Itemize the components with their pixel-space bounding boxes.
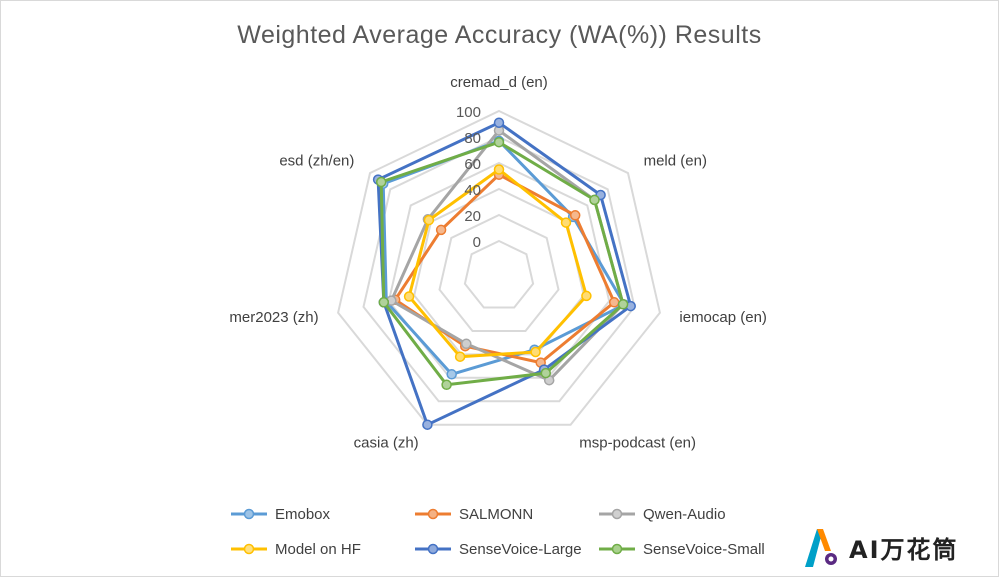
series-line-model-on-hf <box>407 168 588 359</box>
series-line-sensevoice-large <box>376 121 633 427</box>
data-point-sensevoice-large-4 <box>422 419 433 430</box>
axis-label: casia (zh) <box>354 435 419 452</box>
data-point-sensevoice-small-2 <box>617 299 629 310</box>
watermark-logo-icon <box>805 529 837 567</box>
radar-axis-labels: cremad_d (en) meld (en) iemocap (en) msp-po… <box>229 74 767 452</box>
axis-label: mer2023 (zh) <box>229 309 318 326</box>
watermark: AI万花筒 <box>801 521 996 573</box>
data-point-sensevoice-small-4 <box>441 379 452 391</box>
data-point-salmonn-6 <box>435 224 447 236</box>
axis-label: meld (en) <box>644 153 707 170</box>
radar-ticks: 0 20 40 60 80 100 <box>456 104 481 251</box>
data-point-salmonn-1 <box>569 210 581 221</box>
axis-label: cremad_d (en) <box>450 74 548 91</box>
data-point-emobox-4 <box>446 369 457 380</box>
data-point-sensevoice-small-6 <box>375 176 387 188</box>
axis-label: esd (zh/en) <box>279 153 354 170</box>
radar-series <box>372 117 636 430</box>
data-point-qwen-audio-4 <box>461 338 472 350</box>
data-point-model-on-hf-1 <box>560 217 572 228</box>
data-point-sensevoice-large-0 <box>493 117 505 128</box>
grid-ring-0 <box>463 239 535 309</box>
grid-ring-100 <box>337 109 661 426</box>
axis-label: msp-podcast (en) <box>579 435 696 452</box>
data-point-model-on-hf-6 <box>423 214 435 226</box>
series-sensevoice-small <box>375 136 629 391</box>
data-point-model-on-hf-2 <box>581 290 592 302</box>
tick-label: 0 <box>473 234 481 251</box>
grid-ring-80 <box>362 135 636 403</box>
data-point-sensevoice-small-0 <box>493 136 505 148</box>
grid-ring-20 <box>438 213 560 332</box>
tick-label: 100 <box>456 104 481 121</box>
data-point-sensevoice-small-5 <box>378 297 390 308</box>
data-point-sensevoice-small-3 <box>540 367 552 379</box>
axis-label: iemocap (en) <box>679 309 767 326</box>
series-model-on-hf <box>403 164 592 362</box>
tick-label: 80 <box>464 130 481 147</box>
data-point-model-on-hf-5 <box>403 291 415 302</box>
data-point-salmonn-2 <box>608 297 620 308</box>
data-point-model-on-hf-3 <box>530 346 541 358</box>
tick-label: 60 <box>464 156 481 173</box>
tick-label: 20 <box>464 208 481 225</box>
watermark-text: AI万花筒 <box>849 535 959 564</box>
data-point-model-on-hf-4 <box>454 351 466 362</box>
data-point-model-on-hf-0 <box>493 164 505 175</box>
tick-label: 40 <box>464 182 481 199</box>
data-point-sensevoice-small-1 <box>589 194 600 206</box>
series-line-sensevoice-small <box>379 140 625 387</box>
chart-title: Weighted Average Accuracy (WA(%)) Result… <box>237 21 762 49</box>
